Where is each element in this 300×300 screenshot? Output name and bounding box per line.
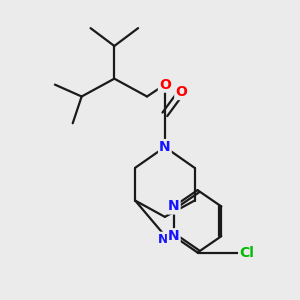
- Text: O: O: [175, 85, 187, 99]
- Text: N: N: [159, 140, 171, 154]
- Text: N: N: [168, 200, 180, 214]
- Text: N: N: [168, 229, 180, 243]
- Text: Cl: Cl: [239, 245, 254, 260]
- Text: O: O: [159, 78, 171, 92]
- Text: NH: NH: [158, 233, 178, 246]
